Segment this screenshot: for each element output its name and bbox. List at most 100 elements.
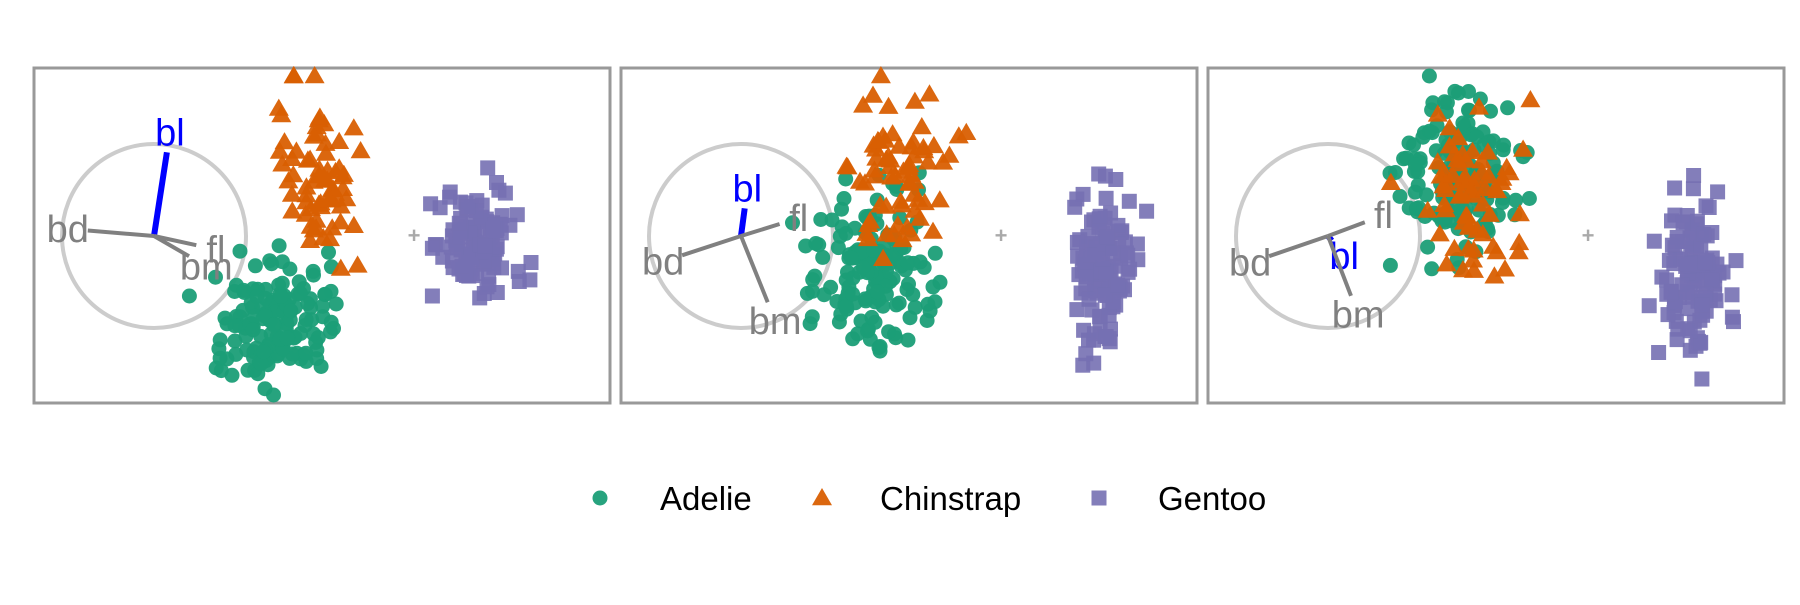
data-point-adelie [273, 289, 289, 304]
data-point-adelie [236, 282, 252, 298]
data-point-adelie [1481, 134, 1497, 150]
data-point-gentoo [1139, 203, 1155, 219]
data-point-adelie [864, 309, 880, 325]
data-point-chinstrap [1380, 172, 1401, 190]
axis-line-bd [87, 228, 155, 238]
data-point-chinstrap [319, 190, 340, 208]
data-point-adelie [1420, 239, 1436, 255]
data-point-chinstrap [1429, 224, 1450, 242]
data-point-chinstrap [1509, 204, 1530, 222]
data-point-chinstrap [278, 171, 299, 189]
data-point-chinstrap [870, 66, 891, 84]
data-point-chinstrap [863, 85, 883, 103]
series-adelie [785, 165, 948, 359]
data-point-chinstrap [923, 221, 943, 239]
data-point-chinstrap [283, 66, 304, 84]
data-point-adelie [805, 283, 820, 299]
axis-label-bl: bl [155, 113, 185, 155]
data-point-adelie [808, 236, 824, 251]
data-point-chinstrap [303, 220, 324, 238]
data-point-adelie [181, 288, 197, 304]
data-point-adelie [838, 298, 854, 314]
data-point-gentoo [1659, 272, 1675, 288]
legend-marker-chinstrap [812, 488, 832, 506]
data-point-adelie [1421, 68, 1437, 84]
data-point-chinstrap [1434, 194, 1455, 212]
data-point-gentoo [1664, 213, 1679, 229]
data-point-gentoo [476, 286, 492, 301]
data-point-gentoo [1105, 245, 1121, 261]
data-point-adelie [816, 287, 832, 303]
data-point-chinstrap [923, 135, 944, 154]
data-point-chinstrap [890, 191, 911, 209]
data-point-adelie [266, 317, 282, 333]
data-point-gentoo [1097, 287, 1113, 303]
data-point-adelie [1424, 261, 1440, 277]
data-point-gentoo [1121, 193, 1137, 209]
data-point-chinstrap [1477, 142, 1498, 160]
data-point-gentoo [1686, 168, 1702, 183]
data-point-chinstrap [315, 133, 336, 151]
data-point-adelie [282, 261, 298, 277]
legend-marker-adelie [592, 490, 608, 506]
data-point-gentoo [1682, 323, 1698, 339]
data-point-chinstrap [1444, 238, 1465, 256]
data-point-chinstrap [1427, 152, 1448, 170]
data-point-adelie [1455, 115, 1471, 131]
data-point-chinstrap [850, 171, 870, 189]
data-point-adelie [932, 274, 948, 290]
data-point-adelie [328, 296, 344, 312]
panel-frame [619, 66, 1199, 405]
data-point-gentoo [1099, 229, 1115, 245]
data-point-chinstrap [911, 117, 932, 135]
data-point-adelie [891, 295, 907, 311]
data-point-gentoo [477, 238, 493, 254]
data-point-gentoo [522, 272, 538, 288]
data-point-gentoo [460, 255, 475, 270]
data-point-gentoo [1710, 184, 1726, 200]
data-point-adelie [824, 212, 840, 228]
data-point-gentoo [1110, 217, 1126, 233]
data-point-gentoo [1679, 284, 1695, 300]
axis-label-bl: bl [733, 169, 763, 211]
data-point-chinstrap [914, 192, 935, 211]
data-point-chinstrap [343, 118, 364, 136]
data-point-gentoo [1696, 226, 1712, 242]
data-point-adelie [232, 243, 248, 259]
data-point-chinstrap [1483, 236, 1504, 254]
data-point-gentoo [1651, 345, 1667, 360]
data-point-gentoo [1069, 234, 1085, 250]
data-point-adelie [1401, 200, 1417, 216]
data-point-adelie [1392, 188, 1408, 204]
data-point-gentoo [1675, 215, 1691, 231]
axis-line-bm [1326, 235, 1353, 297]
center-plus-marker: + [995, 223, 1008, 248]
data-point-adelie [256, 344, 271, 360]
legend-label: Adelie [660, 480, 752, 517]
data-point-chinstrap [870, 195, 891, 213]
data-point-chinstrap [1508, 242, 1529, 260]
data-point-adelie [900, 255, 916, 271]
axis-line-bl [151, 151, 170, 237]
data-point-adelie [815, 249, 831, 265]
data-point-gentoo [1098, 190, 1114, 206]
data-point-chinstrap [853, 95, 874, 113]
legend-marker-gentoo [1091, 490, 1107, 506]
data-point-chinstrap [1458, 239, 1479, 257]
data-point-adelie [326, 320, 341, 336]
data-point-adelie [881, 324, 897, 340]
data-point-chinstrap [317, 160, 338, 178]
axis-line-fl [1327, 220, 1366, 238]
data-point-chinstrap [309, 107, 330, 125]
data-point-chinstrap [330, 196, 351, 214]
data-point-chinstrap [1478, 166, 1499, 184]
data-point-gentoo [1694, 297, 1710, 313]
data-point-adelie [912, 254, 928, 270]
data-point-adelie [247, 308, 263, 324]
data-point-adelie [219, 351, 235, 367]
center-plus-marker: + [1582, 223, 1595, 248]
series-gentoo [423, 160, 539, 306]
